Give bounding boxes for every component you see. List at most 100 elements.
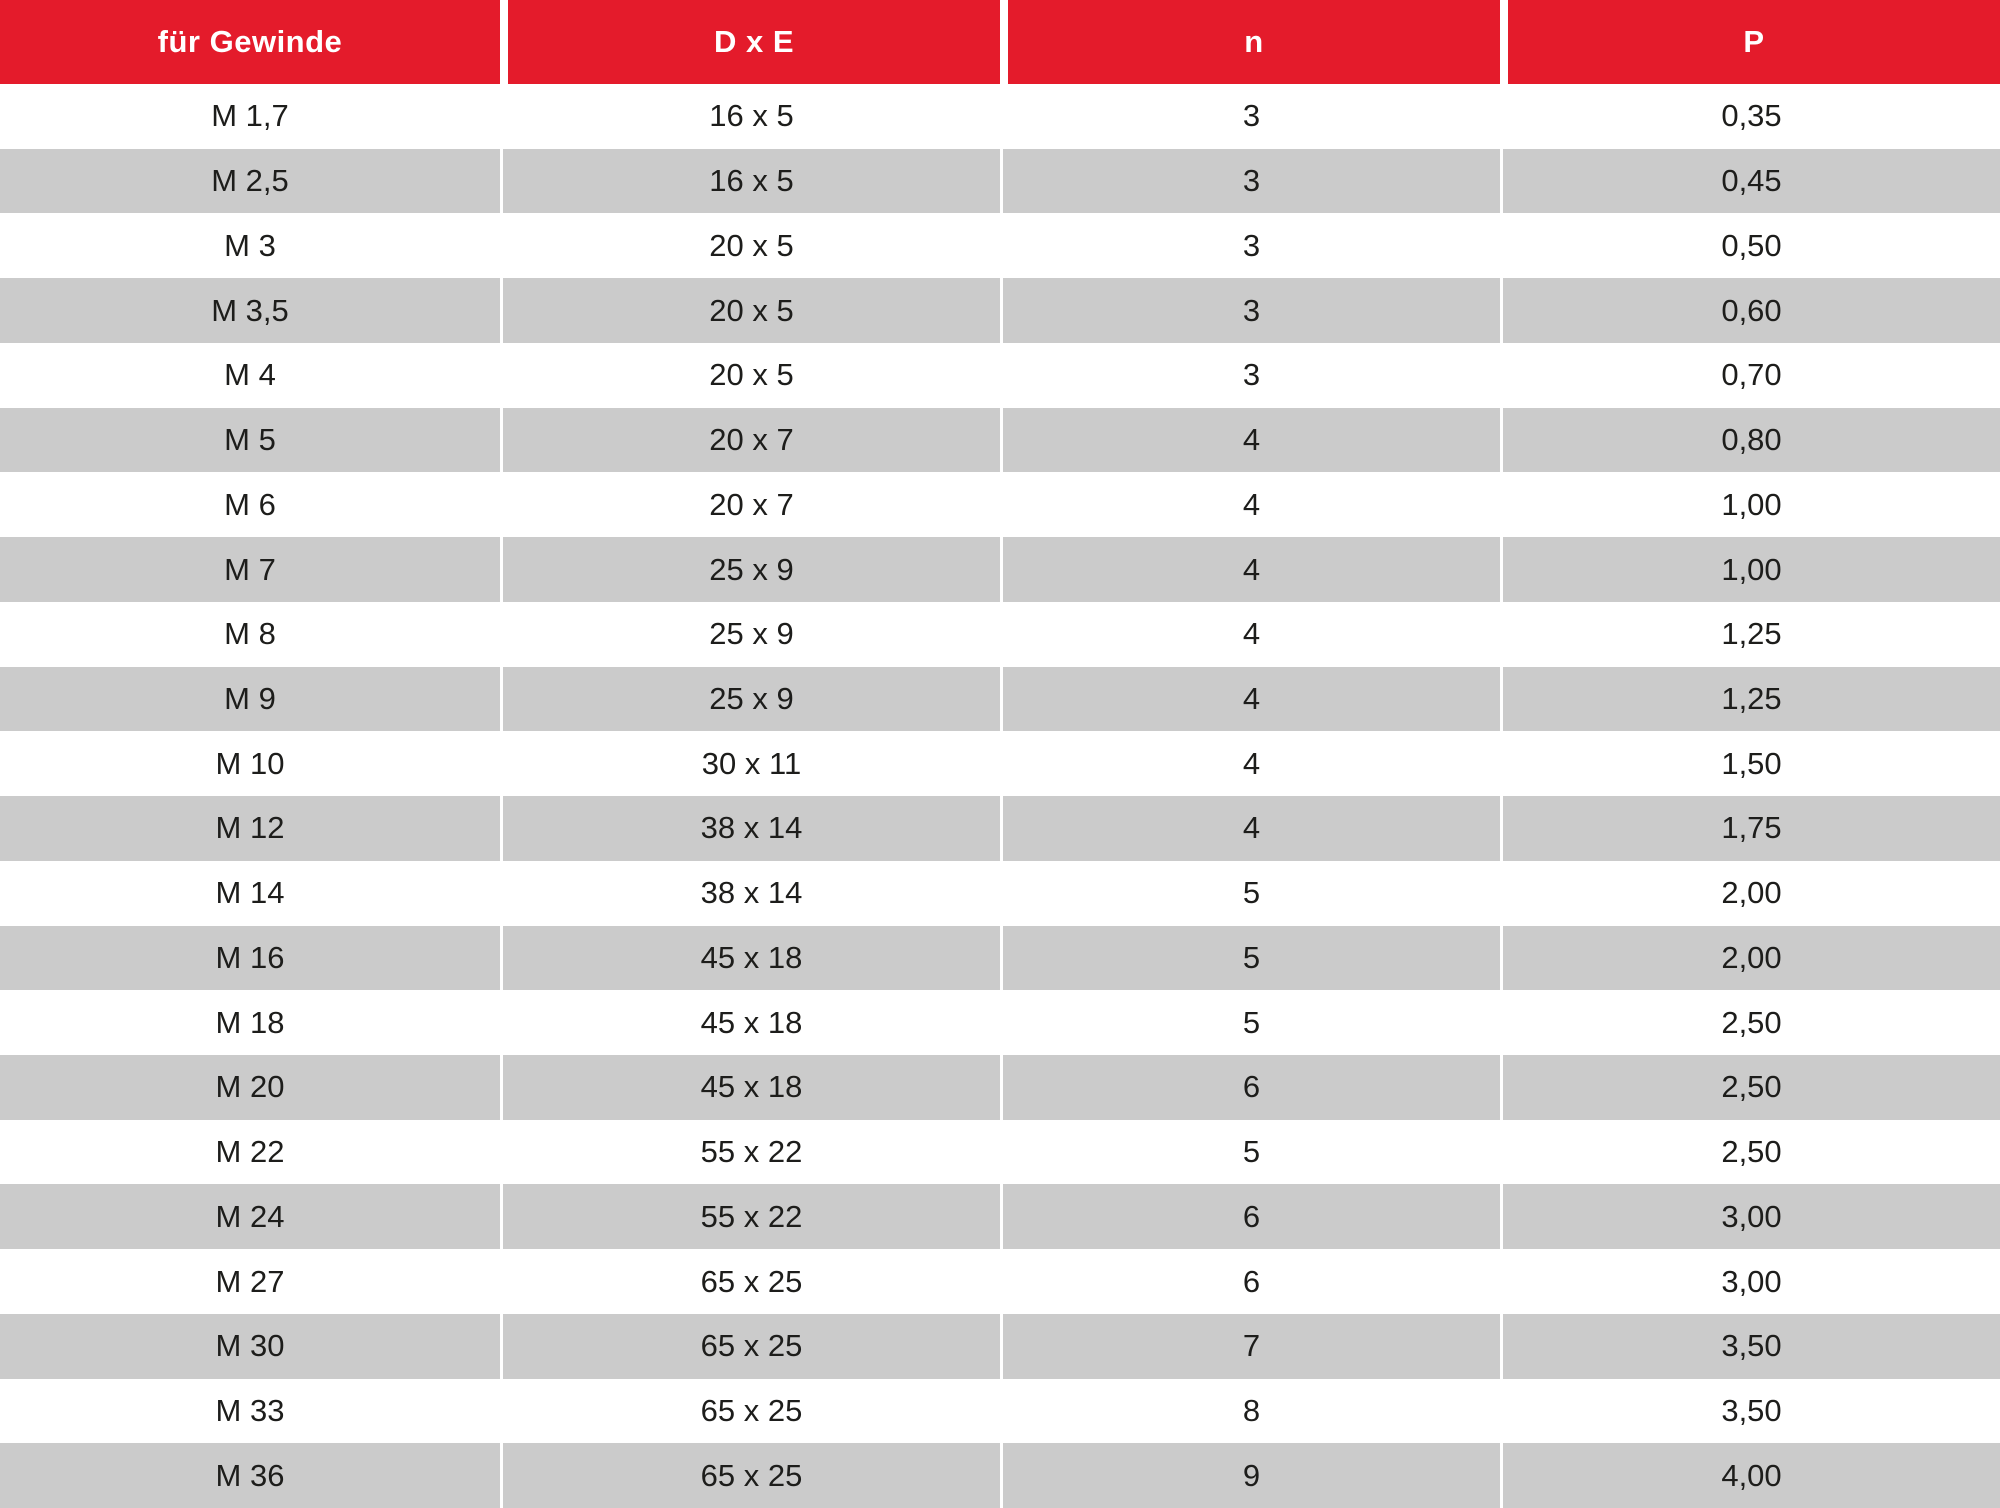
cell-p: 3,50	[1500, 1313, 2000, 1379]
cell-gewinde: M 20	[0, 1055, 500, 1120]
cell-dxe: 25 x 9	[500, 601, 1000, 667]
cell-p: 0,50	[1500, 213, 2000, 279]
cell-p: 1,00	[1500, 537, 2000, 602]
cell-gewinde: M 6	[0, 472, 500, 538]
cell-p: 0,35	[1500, 84, 2000, 149]
table-row: M 30 65 x 25 7 3,50	[0, 1313, 2000, 1379]
cell-p: 1,00	[1500, 472, 2000, 538]
table-row: M 9 25 x 9 4 1,25	[0, 666, 2000, 732]
cell-p: 0,80	[1500, 407, 2000, 473]
cell-dxe: 38 x 14	[500, 796, 1000, 861]
table-row: M 18 45 x 18 5 2,50	[0, 990, 2000, 1056]
column-header-gewinde: für Gewinde	[0, 0, 500, 84]
cell-gewinde: M 5	[0, 407, 500, 473]
cell-n: 4	[1000, 537, 1500, 602]
cell-p: 0,60	[1500, 278, 2000, 343]
table-row: M 4 20 x 5 3 0,70	[0, 342, 2000, 408]
table-row: M 36 65 x 25 9 4,00	[0, 1443, 2000, 1508]
cell-dxe: 38 x 14	[500, 860, 1000, 926]
cell-dxe: 65 x 25	[500, 1249, 1000, 1314]
cell-n: 5	[1000, 990, 1500, 1056]
cell-p: 2,00	[1500, 860, 2000, 926]
cell-gewinde: M 1,7	[0, 84, 500, 149]
cell-gewinde: M 24	[0, 1184, 500, 1250]
cell-gewinde: M 33	[0, 1378, 500, 1444]
table-row: M 8 25 x 9 4 1,25	[0, 601, 2000, 667]
table-row: M 2,5 16 x 5 3 0,45	[0, 148, 2000, 214]
table-body: M 1,7 16 x 5 3 0,35 M 2,5 16 x 5 3 0,45 M 3 20 x …	[0, 84, 2000, 1508]
table-row: M 6 20 x 7 4 1,00	[0, 472, 2000, 538]
table-row: M 27 65 x 25 6 3,00	[0, 1249, 2000, 1314]
table-row: M 5 20 x 7 4 0,80	[0, 407, 2000, 473]
cell-dxe: 45 x 18	[500, 1055, 1000, 1120]
table-row: M 20 45 x 18 6 2,50	[0, 1055, 2000, 1120]
cell-n: 7	[1000, 1313, 1500, 1379]
cell-n: 4	[1000, 407, 1500, 473]
cell-n: 4	[1000, 666, 1500, 732]
cell-p: 2,00	[1500, 925, 2000, 991]
cell-gewinde: M 14	[0, 860, 500, 926]
cell-p: 2,50	[1500, 990, 2000, 1056]
cell-dxe: 45 x 18	[500, 990, 1000, 1056]
table-row: M 1,7 16 x 5 3 0,35	[0, 84, 2000, 149]
cell-n: 5	[1000, 1119, 1500, 1185]
cell-gewinde: M 3	[0, 213, 500, 279]
cell-n: 3	[1000, 342, 1500, 408]
cell-p: 0,45	[1500, 148, 2000, 214]
table-row: M 22 55 x 22 5 2,50	[0, 1119, 2000, 1185]
cell-n: 6	[1000, 1055, 1500, 1120]
cell-n: 3	[1000, 84, 1500, 149]
cell-dxe: 16 x 5	[500, 84, 1000, 149]
cell-p: 3,50	[1500, 1378, 2000, 1444]
cell-n: 3	[1000, 148, 1500, 214]
cell-n: 4	[1000, 601, 1500, 667]
cell-dxe: 65 x 25	[500, 1378, 1000, 1444]
cell-gewinde: M 3,5	[0, 278, 500, 343]
cell-p: 0,70	[1500, 342, 2000, 408]
cell-gewinde: M 10	[0, 731, 500, 797]
cell-gewinde: M 8	[0, 601, 500, 667]
cell-p: 4,00	[1500, 1443, 2000, 1508]
cell-p: 3,00	[1500, 1184, 2000, 1250]
column-header-p: P	[1500, 0, 2000, 84]
cell-dxe: 20 x 7	[500, 407, 1000, 473]
cell-dxe: 45 x 18	[500, 925, 1000, 991]
cell-dxe: 65 x 25	[500, 1313, 1000, 1379]
cell-p: 1,25	[1500, 666, 2000, 732]
cell-n: 3	[1000, 278, 1500, 343]
cell-n: 6	[1000, 1249, 1500, 1314]
cell-n: 4	[1000, 796, 1500, 861]
cell-gewinde: M 7	[0, 537, 500, 602]
cell-dxe: 20 x 7	[500, 472, 1000, 538]
cell-dxe: 25 x 9	[500, 537, 1000, 602]
cell-p: 2,50	[1500, 1055, 2000, 1120]
table-row: M 33 65 x 25 8 3,50	[0, 1378, 2000, 1444]
table-row: M 10 30 x 11 4 1,50	[0, 731, 2000, 797]
cell-dxe: 30 x 11	[500, 731, 1000, 797]
cell-dxe: 20 x 5	[500, 278, 1000, 343]
table-row: M 7 25 x 9 4 1,00	[0, 537, 2000, 602]
cell-p: 1,50	[1500, 731, 2000, 797]
cell-gewinde: M 4	[0, 342, 500, 408]
cell-p: 3,00	[1500, 1249, 2000, 1314]
table-row: M 14 38 x 14 5 2,00	[0, 860, 2000, 926]
cell-gewinde: M 30	[0, 1313, 500, 1379]
cell-p: 1,75	[1500, 796, 2000, 861]
cell-n: 4	[1000, 472, 1500, 538]
cell-n: 8	[1000, 1378, 1500, 1444]
cell-gewinde: M 9	[0, 666, 500, 732]
cell-gewinde: M 27	[0, 1249, 500, 1314]
table-row: M 3,5 20 x 5 3 0,60	[0, 278, 2000, 343]
cell-n: 4	[1000, 731, 1500, 797]
cell-n: 6	[1000, 1184, 1500, 1250]
table-row: M 16 45 x 18 5 2,00	[0, 925, 2000, 991]
cell-gewinde: M 12	[0, 796, 500, 861]
cell-dxe: 25 x 9	[500, 666, 1000, 732]
cell-p: 2,50	[1500, 1119, 2000, 1185]
table-row: M 24 55 x 22 6 3,00	[0, 1184, 2000, 1250]
cell-gewinde: M 36	[0, 1443, 500, 1508]
table-row: M 3 20 x 5 3 0,50	[0, 213, 2000, 279]
cell-n: 5	[1000, 860, 1500, 926]
cell-dxe: 20 x 5	[500, 213, 1000, 279]
